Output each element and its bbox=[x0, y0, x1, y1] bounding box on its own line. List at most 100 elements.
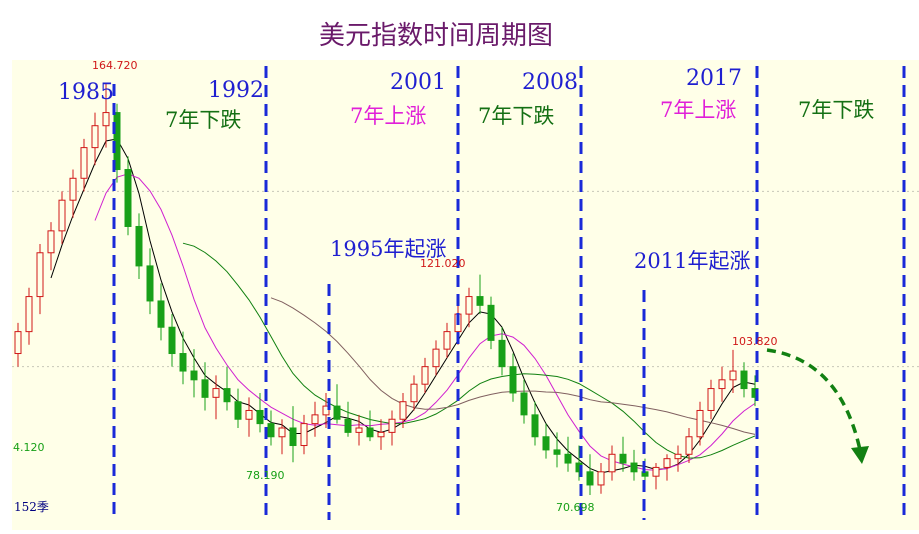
price-low-2008: 70.698 bbox=[556, 501, 595, 514]
candle-body bbox=[740, 370, 748, 390]
candle-body bbox=[311, 414, 319, 425]
candle-body bbox=[652, 466, 660, 477]
candle bbox=[443, 322, 451, 358]
candle-body bbox=[597, 471, 605, 486]
label-fall-2017-2024: 7年下跌 bbox=[798, 98, 874, 122]
candle bbox=[300, 414, 308, 455]
candle-body bbox=[531, 414, 539, 438]
candle-body bbox=[564, 453, 572, 464]
chart-title: 美元指数时间周期图 bbox=[319, 21, 553, 51]
price-high-1985: 164.720 bbox=[92, 59, 138, 72]
candle bbox=[586, 454, 594, 496]
candle bbox=[80, 138, 88, 192]
candle-body bbox=[157, 300, 165, 328]
candle bbox=[333, 384, 341, 424]
candle bbox=[597, 463, 605, 494]
candle-body bbox=[630, 462, 638, 473]
candle-body bbox=[443, 331, 451, 350]
candle bbox=[729, 349, 737, 393]
price-low-1992: 78.190 bbox=[246, 469, 285, 482]
label-1985: 1985 bbox=[58, 80, 114, 105]
candle-body bbox=[14, 331, 22, 355]
candle bbox=[201, 362, 209, 411]
label-2008: 2008 bbox=[522, 70, 578, 95]
candle bbox=[289, 406, 297, 463]
candle bbox=[542, 423, 550, 459]
candle bbox=[58, 191, 66, 244]
candle bbox=[256, 392, 264, 433]
candle bbox=[223, 366, 231, 411]
label-fall-1985-1992: 7年下跌 bbox=[165, 108, 241, 132]
candle bbox=[498, 327, 506, 376]
candle bbox=[322, 392, 330, 428]
candle-body bbox=[476, 296, 484, 306]
candle-body bbox=[124, 169, 132, 227]
candle-body bbox=[102, 112, 110, 127]
candle-body bbox=[542, 436, 550, 451]
candle bbox=[47, 222, 55, 271]
candle bbox=[487, 296, 495, 350]
candle-body bbox=[300, 423, 308, 447]
candle-body bbox=[245, 409, 253, 420]
candle-body bbox=[201, 379, 209, 398]
candle bbox=[344, 401, 352, 437]
candle bbox=[212, 375, 220, 420]
candle bbox=[14, 322, 22, 367]
candle bbox=[630, 449, 638, 481]
candle bbox=[619, 436, 627, 472]
label-2017: 2017 bbox=[686, 66, 742, 91]
candle-body bbox=[520, 392, 528, 416]
candle bbox=[190, 349, 198, 398]
candle-body bbox=[674, 453, 682, 460]
candle-body bbox=[377, 431, 385, 438]
candle bbox=[179, 331, 187, 385]
candle-body bbox=[80, 147, 88, 179]
candle bbox=[564, 436, 572, 472]
candle bbox=[718, 366, 726, 402]
candle bbox=[135, 213, 143, 280]
candle bbox=[355, 414, 363, 446]
ma-line-16 bbox=[182, 242, 756, 459]
candle bbox=[168, 314, 176, 367]
candle-body bbox=[267, 423, 275, 438]
candle-body bbox=[388, 418, 396, 433]
candle bbox=[245, 397, 253, 437]
candle bbox=[740, 362, 748, 398]
candle bbox=[102, 83, 110, 148]
label-2001: 2001 bbox=[390, 70, 446, 95]
candle-body bbox=[322, 405, 330, 416]
candle-body bbox=[432, 348, 440, 368]
label-1992: 1992 bbox=[208, 78, 264, 103]
candle-body bbox=[36, 252, 44, 298]
label-rise-2011-2017: 7年上涨 bbox=[660, 98, 736, 122]
candle-body bbox=[399, 401, 407, 420]
candle bbox=[465, 287, 473, 328]
candle-body bbox=[25, 296, 33, 333]
label-rise-1995-2001: 7年上涨 bbox=[350, 104, 426, 128]
candle bbox=[707, 379, 715, 420]
candle bbox=[157, 283, 165, 341]
candle-body bbox=[707, 388, 715, 411]
candle bbox=[520, 379, 528, 424]
candle bbox=[36, 244, 44, 315]
candle bbox=[234, 388, 242, 428]
candle-body bbox=[509, 366, 517, 394]
candle-body bbox=[47, 230, 55, 254]
candle bbox=[267, 410, 275, 446]
candle bbox=[146, 248, 154, 315]
candle-body bbox=[608, 453, 616, 473]
candle bbox=[377, 419, 385, 450]
candle-body bbox=[168, 326, 176, 355]
forecast-arrow bbox=[766, 348, 869, 464]
candle bbox=[311, 401, 319, 437]
candle-body bbox=[289, 427, 297, 447]
candle-body bbox=[553, 449, 561, 455]
label-1995-start: 1995年起涨 bbox=[330, 237, 446, 261]
candle-body bbox=[256, 409, 264, 425]
candle-body bbox=[487, 304, 495, 341]
candle bbox=[674, 445, 682, 472]
candle-body bbox=[366, 427, 374, 438]
candle bbox=[278, 419, 286, 455]
